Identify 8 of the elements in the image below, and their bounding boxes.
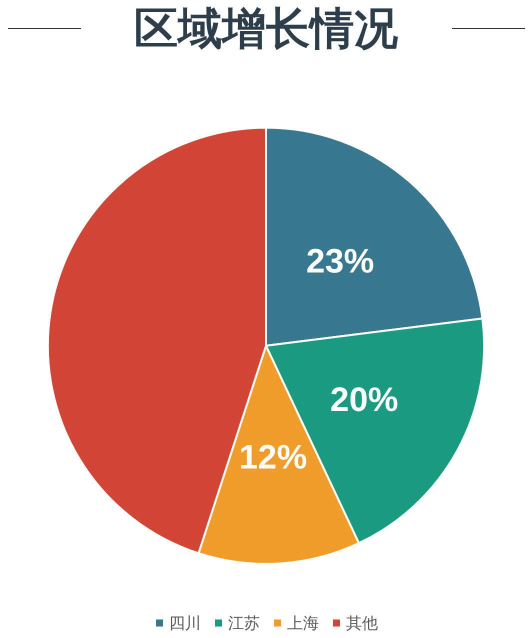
data-label: 12% (239, 438, 308, 477)
legend-label: 其他 (346, 614, 378, 632)
data-label: 20% (330, 380, 398, 419)
chart-title: 区域增长情况 (134, 4, 398, 54)
data-label: 23% (306, 242, 374, 281)
legend-label: 四川 (169, 614, 201, 632)
legend-label: 上海 (287, 614, 319, 632)
legend-label: 江苏 (228, 614, 260, 632)
